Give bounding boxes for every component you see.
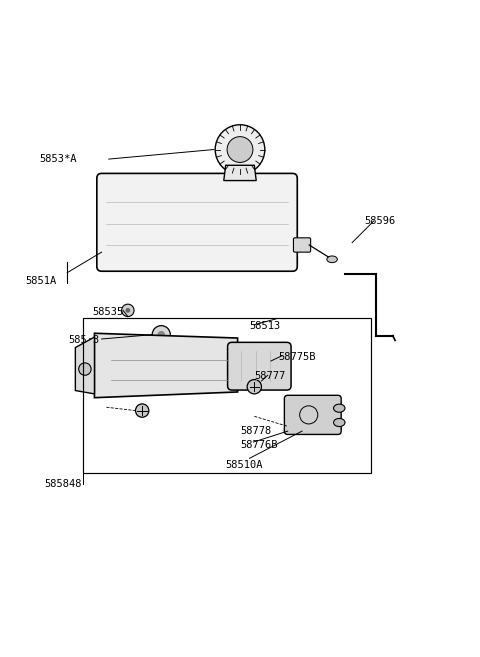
Text: 58777: 58777 <box>254 371 286 381</box>
Circle shape <box>125 308 130 313</box>
Circle shape <box>157 331 165 338</box>
Text: 58775B: 58775B <box>278 352 316 362</box>
Text: 5853*A: 5853*A <box>39 154 77 164</box>
Circle shape <box>215 125 265 174</box>
Polygon shape <box>224 166 256 181</box>
Ellipse shape <box>334 404 345 412</box>
Text: 58510A: 58510A <box>226 459 263 470</box>
Circle shape <box>152 326 170 344</box>
Text: 58513: 58513 <box>250 321 281 331</box>
FancyBboxPatch shape <box>284 396 341 434</box>
Circle shape <box>121 304 134 317</box>
Circle shape <box>247 380 262 394</box>
FancyBboxPatch shape <box>97 173 297 271</box>
Ellipse shape <box>334 419 345 426</box>
Text: 585·3: 585·3 <box>68 336 99 346</box>
Polygon shape <box>95 333 238 397</box>
FancyBboxPatch shape <box>228 342 291 390</box>
Text: 5851A: 5851A <box>25 276 57 286</box>
Circle shape <box>227 137 253 162</box>
Text: 58778: 58778 <box>240 426 271 436</box>
FancyBboxPatch shape <box>293 238 311 252</box>
Text: 58776B: 58776B <box>240 440 277 451</box>
Text: 58596: 58596 <box>364 216 396 226</box>
Polygon shape <box>75 337 95 394</box>
Circle shape <box>79 363 91 375</box>
Text: 585848: 585848 <box>44 478 82 489</box>
Circle shape <box>135 404 149 417</box>
Ellipse shape <box>327 256 337 263</box>
Text: 58535: 58535 <box>92 307 123 317</box>
